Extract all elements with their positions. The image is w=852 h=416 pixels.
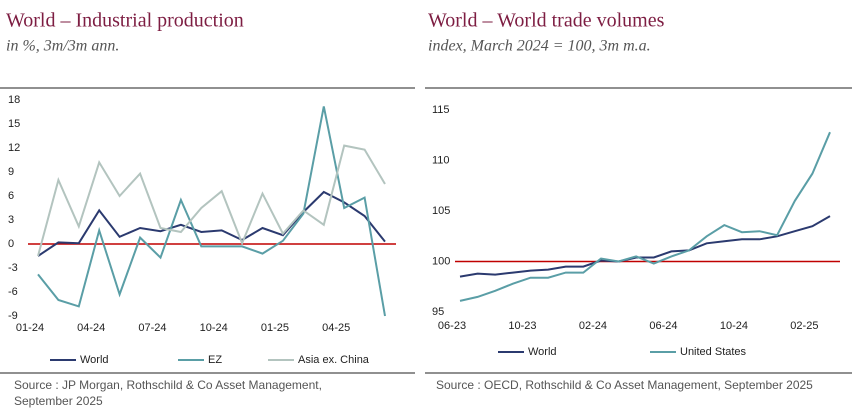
- y-tick-label: 9: [8, 166, 14, 178]
- legend-label: United States: [680, 346, 747, 358]
- y-tick-label: 95: [432, 306, 444, 318]
- source-note: Source : OECD, Rothschild & Co Asset Man…: [436, 378, 813, 392]
- y-tick-label: 105: [432, 205, 450, 217]
- y-tick-label: 3: [8, 214, 14, 226]
- x-tick-label: 02-24: [579, 320, 607, 332]
- source-note: September 2025: [14, 394, 103, 408]
- x-tick-label: 07-24: [138, 322, 166, 334]
- legend-label: EZ: [208, 354, 222, 366]
- x-tick-label: 01-24: [16, 322, 44, 334]
- y-tick-label: 12: [8, 142, 20, 154]
- x-tick-label: 10-24: [720, 320, 748, 332]
- x-tick-label: 01-25: [261, 322, 289, 334]
- y-tick-label: 15: [8, 118, 20, 130]
- series-line: [37, 106, 386, 317]
- chart-subtitle: index, March 2024 = 100, 3m m.a.: [428, 38, 651, 55]
- y-tick-label: -6: [8, 286, 18, 298]
- x-tick-label: 10-24: [200, 322, 228, 334]
- source-note: Source : JP Morgan, Rothschild & Co Asse…: [14, 378, 322, 392]
- legend-label: Asia ex. China: [298, 354, 370, 366]
- series-line: [37, 190, 386, 257]
- y-tick-label: -3: [8, 262, 18, 274]
- series-line: [37, 144, 386, 257]
- y-tick-label: 115: [432, 104, 450, 116]
- x-tick-label: 06-24: [649, 320, 677, 332]
- y-tick-label: -9: [8, 310, 18, 322]
- y-tick-label: 6: [8, 190, 14, 202]
- y-tick-label: 110: [432, 154, 450, 166]
- series-line: [459, 131, 831, 302]
- x-tick-label: 04-25: [322, 322, 350, 334]
- series-line: [459, 215, 831, 278]
- chart-subtitle: in %, 3m/3m ann.: [6, 38, 119, 55]
- chart-title: World – Industrial production: [6, 10, 244, 32]
- x-tick-label: 02-25: [790, 320, 818, 332]
- legend-label: World: [528, 346, 557, 358]
- y-tick-label: 18: [8, 94, 20, 106]
- x-tick-label: 04-24: [77, 322, 105, 334]
- y-tick-label: 100: [432, 255, 450, 267]
- legend-label: World: [80, 354, 109, 366]
- chart-title: World – World trade volumes: [428, 10, 665, 32]
- y-tick-label: 0: [8, 238, 14, 250]
- x-tick-label: 06-23: [438, 320, 466, 332]
- x-tick-label: 10-23: [508, 320, 536, 332]
